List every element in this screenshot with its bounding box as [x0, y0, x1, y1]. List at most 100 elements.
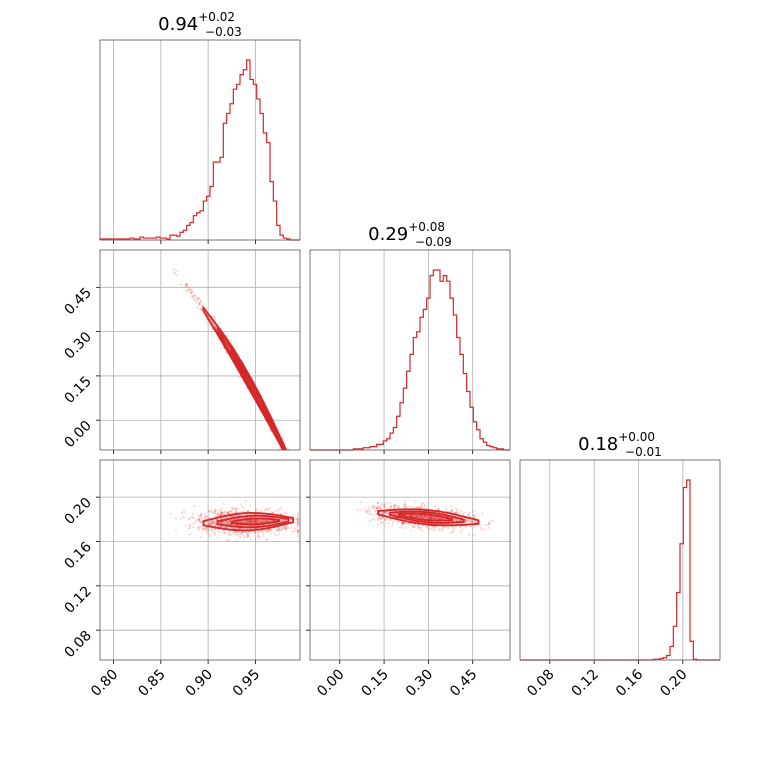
sample-point	[375, 507, 378, 510]
sample-point	[253, 520, 256, 523]
sample-point	[415, 514, 418, 517]
sample-point	[469, 521, 472, 524]
sample-point	[217, 513, 220, 516]
sample-point	[279, 447, 282, 450]
sample-point	[408, 505, 411, 508]
sample-point	[472, 514, 476, 517]
sample-point	[239, 521, 242, 524]
sample-point	[204, 529, 208, 532]
sample-point	[268, 528, 271, 531]
sample-point	[402, 522, 405, 525]
sample-point	[238, 375, 242, 379]
sample-point	[234, 509, 237, 512]
sample-point	[284, 461, 286, 463]
sample-point	[376, 505, 380, 508]
sample-point	[437, 507, 440, 510]
x-tick-label-2: 0.16	[613, 666, 646, 699]
sample-point	[376, 502, 380, 505]
sample-point	[434, 526, 438, 529]
sample-point	[472, 514, 475, 517]
sample-point	[283, 526, 286, 529]
sample-point	[394, 513, 397, 516]
panel-frame	[99, 459, 301, 661]
sample-point	[234, 348, 238, 351]
sample-point	[467, 513, 470, 516]
sample-point	[445, 509, 448, 512]
sample-point	[215, 514, 218, 518]
sample-point	[254, 538, 257, 541]
sample-point	[487, 522, 491, 525]
sample-point	[185, 283, 188, 286]
sample-point	[247, 530, 250, 534]
sample-point	[246, 533, 249, 536]
sample-point	[198, 517, 201, 520]
sample-point	[424, 515, 427, 519]
sample-point	[202, 527, 206, 531]
sample-point	[384, 518, 388, 521]
sample-point	[368, 509, 371, 513]
sample-point	[295, 472, 297, 474]
sample-point	[208, 324, 211, 327]
sample-point	[417, 506, 420, 509]
sample-point	[199, 514, 202, 517]
sample-point	[224, 530, 227, 534]
sample-point	[431, 516, 434, 519]
sample-point	[393, 513, 396, 516]
sample-point	[234, 510, 238, 514]
sample-point	[411, 525, 415, 528]
sample-point	[207, 510, 211, 513]
panel-frame	[99, 249, 301, 451]
sample-point	[296, 519, 300, 522]
sample-point	[228, 522, 231, 525]
sample-point	[220, 514, 223, 517]
sample-point	[214, 524, 217, 527]
sample-point	[377, 518, 380, 521]
sample-point	[193, 294, 196, 297]
sample-point	[210, 528, 213, 532]
sample-point	[379, 521, 382, 524]
sample-point	[267, 528, 271, 531]
sample-point	[296, 513, 300, 517]
sample-point	[254, 519, 258, 522]
panel-hist-1: 0.29+0.08 −0.09	[309, 220, 511, 454]
sample-point	[277, 526, 281, 529]
sample-point	[420, 529, 423, 532]
sample-point	[414, 500, 417, 503]
sample-point	[183, 511, 186, 514]
sample-point	[280, 528, 283, 531]
sample-point	[227, 512, 230, 515]
sample-point	[242, 533, 245, 537]
sample-point	[464, 519, 468, 523]
sample-point	[220, 511, 223, 514]
sample-point	[401, 522, 404, 525]
sample-point	[184, 524, 187, 527]
sample-point	[247, 534, 250, 537]
sample-point	[213, 512, 216, 515]
sample-point	[216, 524, 220, 528]
sample-point	[287, 447, 290, 450]
sample-point	[374, 510, 377, 513]
sample-point	[287, 457, 289, 459]
sample-point	[197, 518, 201, 521]
sample-point	[256, 535, 259, 538]
sample-point	[285, 511, 288, 515]
sample-point	[384, 517, 387, 520]
sample-point	[416, 516, 419, 519]
sample-point	[249, 520, 252, 523]
sample-point	[245, 531, 248, 535]
sample-point	[196, 298, 200, 301]
sample-point	[367, 506, 370, 509]
sample-point	[220, 525, 223, 528]
sample-point	[172, 271, 175, 274]
sample-point	[380, 504, 384, 507]
sample-point	[184, 285, 188, 288]
sample-point	[437, 518, 440, 521]
sample-point	[281, 527, 284, 530]
sample-point	[415, 506, 418, 509]
sample-point	[267, 508, 270, 511]
sample-point	[474, 520, 477, 524]
sample-point	[188, 524, 191, 527]
sample-point	[429, 517, 432, 520]
sample-point	[393, 519, 396, 522]
sample-point	[192, 298, 196, 301]
